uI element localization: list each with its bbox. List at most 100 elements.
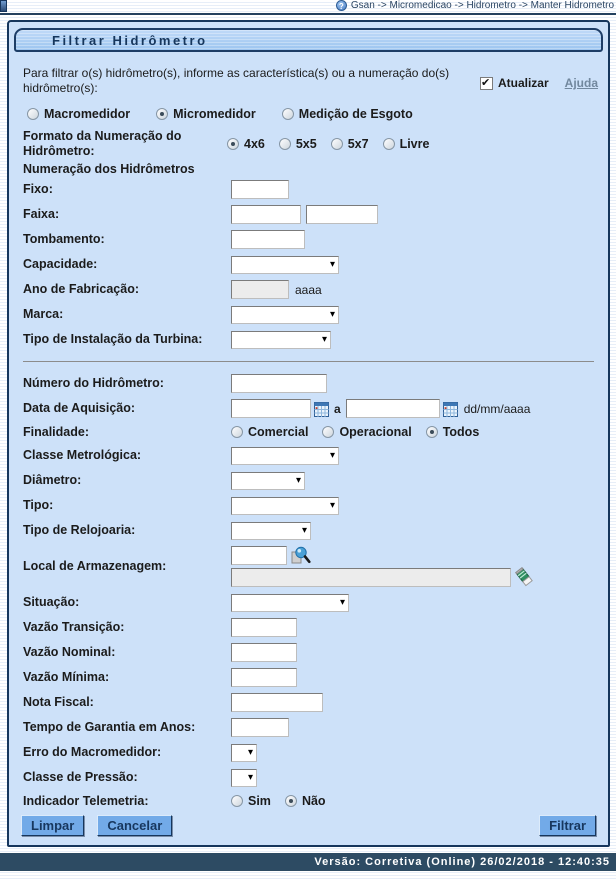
marca-select[interactable]: [231, 305, 339, 324]
faixa-end-input[interactable]: [306, 205, 378, 224]
medicao-esgoto-label: Medição de Esgoto: [298, 107, 413, 121]
radio-macromedidor[interactable]: [27, 108, 39, 120]
button-row: Limpar Cancelar Filtrar: [21, 815, 596, 836]
tipo-instalacao-turbina-row: Tipo de Instalação da Turbina:: [23, 330, 598, 349]
situacao-select[interactable]: [231, 593, 349, 612]
finalidade-label: Finalidade:: [23, 424, 89, 439]
local-armazenagem-name-line: [231, 566, 536, 589]
tempo-garantia-label: Tempo de Garantia em Anos:: [23, 720, 196, 734]
radio-4x6[interactable]: [227, 138, 239, 150]
ajuda-link[interactable]: Ajuda: [564, 76, 598, 90]
panel-title-bar: Filtrar Hidrômetro: [14, 28, 603, 52]
fixo-label: Fixo:: [23, 182, 53, 196]
top-divider: [0, 13, 616, 15]
marca-label: Marca:: [23, 307, 64, 321]
tipo-instalacao-turbina-value: [232, 332, 330, 334]
vazao-transicao-label: Vazão Transição:: [23, 620, 125, 634]
capacidade-select[interactable]: [231, 255, 339, 274]
help-icon: ?: [335, 0, 347, 11]
radio-5x5[interactable]: [278, 138, 291, 150]
vazao-minima-row: Vazão Mínima:: [23, 668, 598, 687]
data-aquisicao-start-input[interactable]: [231, 399, 311, 418]
calendar-icon[interactable]: [314, 401, 329, 417]
calendar-icon[interactable]: [442, 401, 458, 417]
filtrar-button[interactable]: Filtrar: [539, 815, 596, 836]
tempo-garantia-input[interactable]: [231, 718, 289, 737]
radio-todos[interactable]: [425, 426, 438, 438]
radio-medicao-esgoto[interactable]: [281, 108, 294, 120]
situacao-value: [232, 595, 348, 597]
local-armazenagem-input[interactable]: [231, 546, 287, 565]
atualizar-checkbox[interactable]: [479, 76, 493, 90]
faixa-label: Faixa:: [23, 207, 60, 221]
radio-operacional[interactable]: [322, 426, 335, 438]
vazao-transicao-input[interactable]: [231, 618, 297, 637]
classe-pressao-select[interactable]: [231, 768, 257, 787]
section-divider: [23, 361, 594, 362]
radio-5x7[interactable]: [330, 138, 343, 150]
classe-pressao-value: [232, 770, 256, 772]
classe-pressao-label: Classe de Pressão:: [23, 770, 138, 784]
fixo-input[interactable]: [231, 180, 289, 199]
filter-panel: Filtrar Hidrômetro Para filtrar o(s) hid…: [7, 20, 610, 847]
tipo-relojoaria-value: [232, 523, 310, 525]
nota-fiscal-row: Nota Fiscal:: [23, 693, 598, 712]
tombamento-row: Tombamento:: [23, 230, 598, 249]
data-aquisicao-end-input[interactable]: [345, 399, 440, 418]
diametro-label: Diâmetro:: [23, 473, 82, 487]
classe-metrologica-value: [232, 448, 338, 450]
marca-row: Marca:: [23, 305, 598, 324]
tipo-instalacao-turbina-select[interactable]: [231, 330, 331, 349]
date-range-separator: a: [334, 401, 341, 416]
numeracao-section-header: Numeração dos Hidrômetros: [23, 162, 195, 176]
search-icon[interactable]: [290, 545, 311, 566]
vazao-nominal-input[interactable]: [231, 643, 297, 662]
radio-nao[interactable]: [284, 795, 297, 807]
erro-macromedidor-select[interactable]: [231, 743, 257, 762]
ano-fabricacao-row: Ano de Fabricação: aaaa: [23, 280, 598, 299]
cancelar-button[interactable]: Cancelar: [97, 815, 173, 836]
tipo-select[interactable]: [231, 496, 339, 515]
capacidade-label: Capacidade:: [23, 257, 98, 271]
livre-label: Livre: [399, 137, 430, 151]
fixo-row: Fixo:: [23, 180, 598, 199]
classe-metrologica-label: Classe Metrológica:: [23, 448, 142, 462]
tombamento-input[interactable]: [231, 230, 305, 249]
vazao-nominal-label: Vazão Nominal:: [23, 645, 116, 659]
nao-label: Não: [301, 794, 326, 808]
atualizar-group[interactable]: Atualizar: [479, 76, 549, 90]
date-format-hint: dd/mm/aaaa: [463, 401, 531, 416]
atualizar-label: Atualizar: [497, 76, 549, 90]
vazao-minima-input[interactable]: [231, 668, 297, 687]
intro-actions: Atualizar Ajuda: [479, 66, 598, 96]
4x6-label: 4x6: [244, 137, 265, 151]
radio-comercial[interactable]: [231, 426, 243, 438]
radio-sim[interactable]: [231, 795, 243, 807]
page-title: Filtrar Hidrômetro: [52, 33, 208, 48]
eraser-icon[interactable]: [514, 566, 536, 589]
nota-fiscal-label: Nota Fiscal:: [23, 695, 94, 709]
indicador-telemetria-label: Indicador Telemetria:: [23, 793, 149, 808]
diametro-row: Diâmetro:: [23, 471, 598, 490]
micromedidor-label: Micromedidor: [173, 107, 256, 121]
data-aquisicao-row: Data de Aquisição: a: [23, 399, 598, 418]
situacao-label: Situação:: [23, 595, 80, 609]
tipo-relojoaria-select[interactable]: [231, 521, 311, 540]
capacidade-value: [232, 257, 338, 259]
erro-macromedidor-row: Erro do Macromedidor:: [23, 743, 598, 762]
numero-hidrometro-input[interactable]: [231, 374, 327, 393]
comercial-label: Comercial: [248, 425, 309, 439]
limpar-button[interactable]: Limpar: [21, 815, 85, 836]
radio-livre[interactable]: [382, 138, 395, 150]
faixa-start-input[interactable]: [231, 205, 301, 224]
diametro-select[interactable]: [231, 471, 305, 490]
nota-fiscal-input[interactable]: [231, 693, 323, 712]
classe-metrologica-select[interactable]: [231, 446, 339, 465]
breadcrumb[interactable]: ? Gsan -> Micromedicao -> Hidrometro -> …: [335, 0, 614, 11]
window-corner-decoration: [0, 0, 7, 12]
ano-fabricacao-input[interactable]: [231, 280, 289, 299]
tempo-garantia-row: Tempo de Garantia em Anos:: [23, 718, 598, 737]
radio-micromedidor[interactable]: [156, 108, 169, 120]
formato-label: Formato da Numeração do Hidrômetro:: [23, 129, 182, 158]
vazao-nominal-row: Vazão Nominal:: [23, 643, 598, 662]
